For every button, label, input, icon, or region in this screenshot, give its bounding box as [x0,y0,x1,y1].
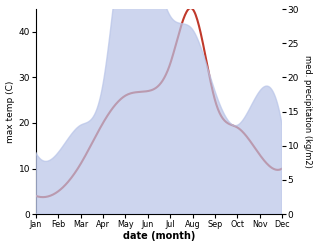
X-axis label: date (month): date (month) [123,231,195,242]
Y-axis label: med. precipitation (kg/m2): med. precipitation (kg/m2) [303,55,313,168]
Y-axis label: max temp (C): max temp (C) [5,80,15,143]
